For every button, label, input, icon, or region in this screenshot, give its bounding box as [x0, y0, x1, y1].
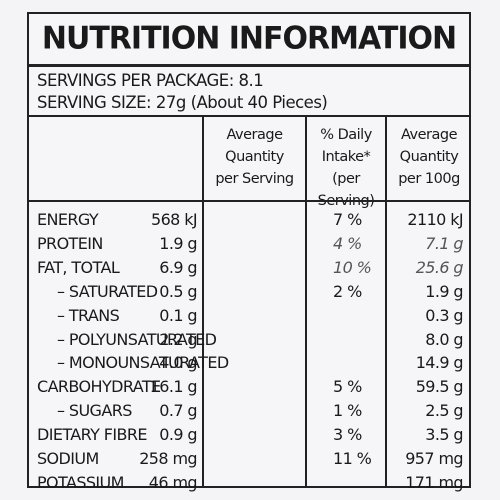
table-row: CARBOHYDRATE 16.1 g 5 % 59.5 g — [29, 375, 469, 398]
table-row: – MONOUNSATURATED 4.0 g 14.9 g — [29, 351, 469, 374]
daily-intake-value: 2 % — [333, 281, 362, 301]
per-serving-value: 16.1 g — [149, 377, 198, 397]
table-row: ENERGY 568 kJ 7 % 2110 kJ — [29, 208, 469, 231]
nutrition-panel: NUTRITION INFORMATION SERVINGS PER PACKA… — [27, 12, 471, 492]
nutrient-name: POTASSIUM — [37, 472, 124, 492]
header-per-serving: Average Quantity per Serving — [204, 124, 305, 190]
header-daily-intake: % Daily Intake* (per Serving) — [307, 124, 385, 212]
header-line: % Daily — [320, 127, 372, 143]
column-divider — [305, 117, 307, 488]
column-divider — [385, 117, 387, 488]
daily-intake-value: 10 % — [333, 257, 372, 277]
per-100g-value: 957 mg — [405, 449, 463, 468]
header-line: per 100g — [398, 171, 460, 187]
table-row: DIETARY FIBRE 0.9 g 3 % 3.5 g — [29, 423, 469, 446]
per-100g-value: 14.9 g — [415, 353, 464, 373]
header-line: Quantity — [399, 149, 459, 165]
nutrient-name: – MONOUNSATURATED — [57, 353, 229, 373]
per-100g-value: 8.0 g — [425, 329, 463, 349]
per-100g-value: 7.1 g — [425, 233, 463, 253]
nutrient-name: FAT, TOTAL — [37, 257, 120, 277]
nutrient-name: – TRANS — [57, 305, 120, 325]
nutrient-name: – SATURATED — [57, 281, 158, 301]
per-100g-value: 171 mg — [405, 472, 463, 492]
table-row: – TRANS 0.1 g 0.3 g — [29, 304, 469, 327]
nutrient-name: CARBOHYDRATE — [37, 377, 161, 397]
servings-per-package: SERVINGS PER PACKAGE: 8.1 — [37, 71, 264, 90]
header-line: Intake* — [321, 149, 371, 165]
header-line: Average — [400, 127, 458, 143]
daily-intake-value: 1 % — [333, 401, 362, 421]
daily-intake-value: 5 % — [333, 377, 362, 397]
per-serving-value: 6.9 g — [159, 257, 197, 277]
divider-thick — [29, 64, 469, 67]
per-serving-value: 0.1 g — [159, 305, 197, 325]
per-serving-value: 258 mg — [139, 449, 197, 468]
per-serving-value: 2.2 g — [159, 329, 197, 349]
per-100g-value: 2.5 g — [425, 401, 463, 421]
per-serving-value: 568 kJ — [150, 210, 198, 229]
per-serving-value: 1.9 g — [159, 233, 197, 253]
daily-intake-value: 11 % — [333, 449, 372, 468]
nutrient-name: DIETARY FIBRE — [37, 425, 148, 445]
per-serving-value: 4.0 g — [159, 353, 197, 373]
table-row: SODIUM 258 mg 11 % 957 mg — [29, 447, 469, 470]
daily-intake-value: 3 % — [333, 425, 362, 445]
divider — [29, 200, 469, 202]
table-row: POTASSIUM 46 mg 171 mg — [29, 471, 469, 494]
nutrient-name: ENERGY — [37, 210, 99, 229]
daily-intake-value: 7 % — [333, 210, 362, 229]
per-100g-value: 1.9 g — [425, 281, 463, 301]
nutrient-name: SODIUM — [37, 449, 99, 468]
per-100g-value: 25.6 g — [415, 257, 464, 277]
per-100g-value: 3.5 g — [425, 425, 463, 445]
per-serving-value: 0.9 g — [159, 425, 197, 445]
per-serving-value: 0.7 g — [159, 401, 197, 421]
per-100g-value: 2110 kJ — [407, 210, 463, 229]
header-per-100g: Average Quantity per 100g — [387, 124, 471, 190]
divider — [29, 115, 469, 117]
nutrient-name: – POLYUNSATURATED — [57, 329, 217, 349]
header-line: per Serving — [215, 171, 294, 187]
header-line: Quantity — [225, 149, 284, 165]
table-row: FAT, TOTAL 6.9 g 10 % 25.6 g — [29, 256, 469, 279]
table-row: PROTEIN 1.9 g 4 % 7.1 g — [29, 232, 469, 255]
serving-size: SERVING SIZE: 27g (About 40 Pieces) — [37, 93, 328, 112]
per-100g-value: 0.3 g — [425, 305, 463, 325]
column-divider — [202, 117, 204, 488]
per-serving-value: 46 mg — [148, 472, 198, 492]
per-100g-value: 59.5 g — [415, 377, 464, 397]
nutrient-name: – SUGARS — [57, 401, 132, 421]
header-line: (per Serving) — [317, 171, 375, 209]
table-row: – POLYUNSATURATED 2.2 g 8.0 g — [29, 328, 469, 351]
per-serving-value: 0.5 g — [159, 281, 197, 301]
header-line: Average — [226, 127, 283, 143]
table-row: – SATURATED 0.5 g 2 % 1.9 g — [29, 280, 469, 303]
panel-title: NUTRITION INFORMATION — [41, 19, 457, 57]
nutrient-name: PROTEIN — [37, 233, 103, 253]
table-row: – SUGARS 0.7 g 1 % 2.5 g — [29, 399, 469, 422]
daily-intake-value: 4 % — [333, 233, 362, 253]
